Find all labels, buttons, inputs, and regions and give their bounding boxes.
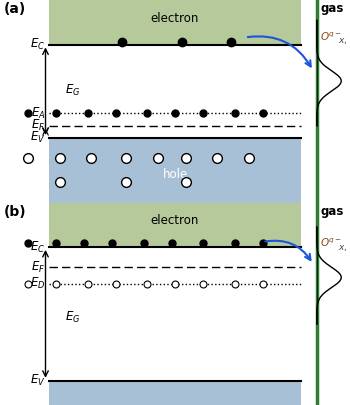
Text: $E_C$: $E_C$ [30,239,46,255]
Text: gas: gas [320,205,344,217]
Text: $E_G$: $E_G$ [65,310,80,326]
Text: $E_F$: $E_F$ [31,260,46,275]
Text: $E_C$: $E_C$ [30,37,46,52]
Text: $E_A$: $E_A$ [31,106,46,121]
Text: (b): (b) [4,205,26,219]
Text: $E_G$: $E_G$ [65,83,80,98]
Text: $E_F$: $E_F$ [31,118,46,133]
Bar [49,0,301,45]
Bar [49,381,301,405]
Text: $O^{q-}$: $O^{q-}$ [320,237,342,249]
Text: hole: hole [162,168,188,181]
Text: gas: gas [320,2,344,15]
Text: (a): (a) [4,2,26,16]
Text: $E_D$: $E_D$ [30,276,46,291]
Text: $x,$  ad: $x,$ ad [338,241,350,253]
Text: electron: electron [151,12,199,25]
Bar [49,138,301,202]
Text: $E_V$: $E_V$ [30,373,46,388]
Text: $x,$  ad: $x,$ ad [338,34,350,47]
Bar [49,202,301,247]
Text: $E_V$: $E_V$ [30,130,46,145]
Text: $O^{q-}$: $O^{q-}$ [320,30,342,43]
Text: electron: electron [151,214,199,227]
